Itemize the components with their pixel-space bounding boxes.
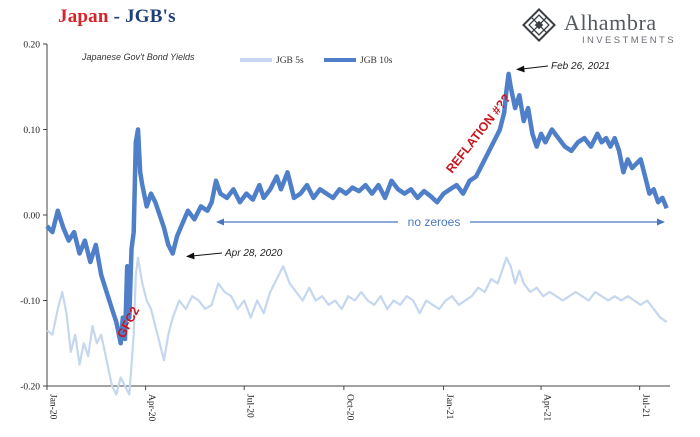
annotation-no-zeroes: no zeroes: [216, 214, 665, 230]
diamond-lattice-icon: [522, 8, 556, 42]
annotation-feb-26: Feb 26, 2021: [516, 61, 610, 73]
no-zeroes-arrow-right: [657, 218, 665, 226]
title-series: JGB's: [125, 6, 176, 27]
x-tick-label: Oct-20: [344, 394, 354, 421]
annotation-apr-28: Apr 28, 2020: [186, 248, 283, 260]
x-tick-label: Jul-21: [640, 394, 650, 418]
no-zeroes-label-bg: [398, 214, 470, 230]
y-tick-label: -0.10: [20, 297, 40, 307]
feb26-arrow-head: [516, 65, 525, 73]
y-tick-label: -0.20: [20, 383, 40, 393]
x-tick-label: Apr-20: [146, 394, 156, 421]
x-tick-label: Jul-20: [245, 394, 255, 418]
plot-area: [47, 44, 670, 386]
no-zeroes-label: no zeroes: [408, 215, 461, 229]
chart-subtitle: Japanese Gov't Bond Yields: [81, 52, 195, 62]
legend-label-jgb10s: JGB 10s: [360, 56, 393, 66]
logo-name: Alhambra: [564, 10, 657, 35]
apr28-label: Apr 28, 2020: [224, 248, 283, 259]
y-tick-label: 0.10: [23, 126, 40, 136]
apr28-arrow-line: [191, 252, 223, 257]
alhambra-logo: Alhambra INVESTMENTS: [522, 8, 692, 50]
legend-label-jgb5s: JGB 5s: [276, 56, 304, 66]
feb26-label: Feb 26, 2021: [551, 61, 610, 72]
axis-lines: [46, 44, 670, 387]
series-line-jgb10s: [45, 71, 669, 346]
legend: JGB 5s JGB 10s: [240, 56, 393, 66]
x-tick-label: Apr-21: [542, 394, 552, 421]
series-line-jgb5s: [46, 256, 668, 396]
feb26-arrow-line: [521, 65, 549, 70]
no-zeroes-arrow-left: [216, 218, 224, 226]
logo-subtitle: INVESTMENTS: [582, 35, 676, 46]
y-tick-label: 0.00: [23, 212, 40, 222]
title-country: Japan: [58, 6, 109, 27]
apr28-arrow-head: [186, 252, 195, 260]
y-ticks: 0.20 0.10 0.00 -0.10 -0.20: [20, 41, 47, 393]
x-ticks: Jan-20 Apr-20 Jul-20 Oct-20 Jan-21 Apr-21 Jul-…: [46, 386, 650, 421]
y-tick-label: 0.20: [23, 41, 40, 51]
title-separator: -: [108, 6, 126, 27]
x-tick-label: Jan-21: [444, 394, 454, 420]
x-tick-label: Jan-20: [48, 394, 58, 420]
chart-title: Japan - JGB's: [58, 6, 176, 28]
